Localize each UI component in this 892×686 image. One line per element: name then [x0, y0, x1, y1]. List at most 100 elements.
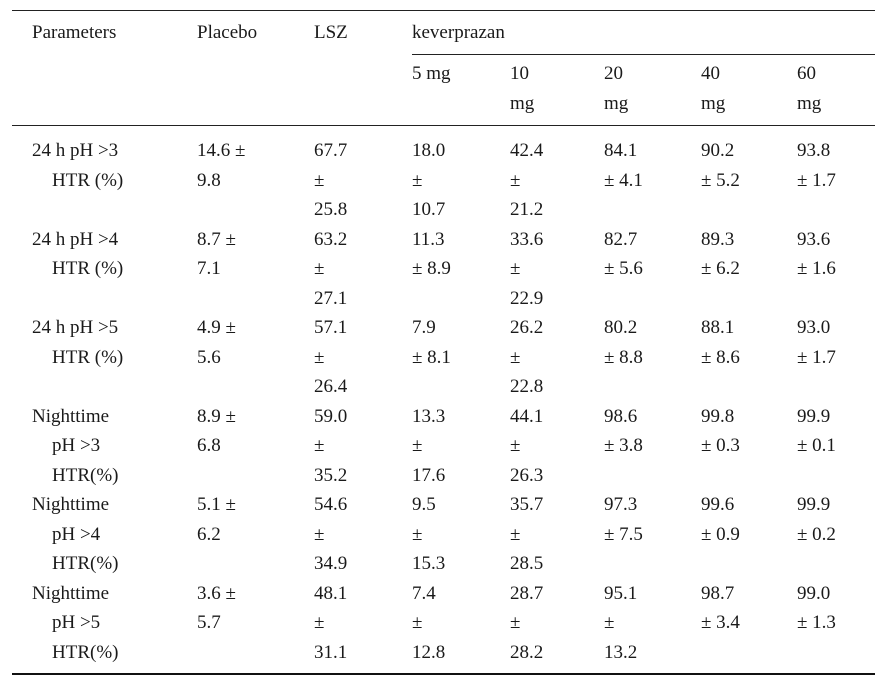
cell-text: 4.9 ± — [197, 317, 236, 338]
cell-text: ± — [510, 523, 521, 545]
cell-text: 22.9 — [510, 287, 544, 309]
header-dose-text: 5 mg — [412, 63, 451, 84]
header-dose-text: 20 — [604, 63, 623, 84]
cell-text: 35.2 — [314, 464, 348, 486]
cell-text: 63.2 — [314, 228, 348, 250]
cell-text: ± — [314, 169, 325, 191]
cell-text: ± 0.2 — [797, 523, 836, 545]
cell-text: 44.1 — [510, 405, 544, 427]
cell-text: ± — [412, 169, 423, 191]
cell-text: 54.6 — [314, 494, 348, 515]
cell-text: ± — [412, 612, 423, 633]
cell-text: 99.8 — [701, 405, 735, 427]
table-cell: 89.3 ± 6.2 — [701, 225, 797, 314]
table-cell: 82.7 ± 5.6 — [604, 225, 701, 314]
table-cell: 99.0 ± 1.3 — [797, 578, 876, 675]
table-cell: 11.3 ± 8.9 — [412, 225, 510, 314]
cell-text: 12.8 — [412, 641, 446, 663]
table-row: Nighttime pH >5 HTR(%) 3.6 ± 5.7 48.1 ±31.1 7.4… — [12, 578, 876, 675]
row-label-text: Nighttime — [32, 582, 110, 604]
ph-htr-table: Parameters Placebo LSZ keverprazan 5 mg 1… — [12, 10, 876, 675]
cell-text: ± 5.6 — [604, 258, 643, 279]
results-table-container: Parameters Placebo LSZ keverprazan 5 mg 1… — [12, 10, 876, 675]
cell-text: ± 1.7 — [797, 169, 836, 191]
header-dose-text: mg — [604, 92, 629, 114]
cell-text: ± — [314, 346, 325, 368]
table-cell: 28.7 ±28.2 — [510, 578, 604, 675]
table-cell: 99.8 ± 0.3 — [701, 402, 797, 491]
cell-text: 99.0 — [797, 582, 831, 604]
table-cell: 3.6 ± 5.7 — [197, 578, 314, 675]
cell-text: 21.2 — [510, 199, 544, 220]
cell-text: 98.7 — [701, 582, 735, 604]
cell-text: ± — [604, 612, 615, 633]
table-cell: 54.6 ±34.9 — [314, 490, 412, 579]
cell-text: ± 0.1 — [797, 435, 836, 456]
table-cell: 63.2 ±27.1 — [314, 225, 412, 314]
cell-text: 17.6 — [412, 464, 446, 486]
row-label-text: pH >4 — [52, 523, 101, 545]
table-cell: 99.9 ± 0.2 — [797, 490, 875, 579]
cell-text: 6.8 — [197, 435, 221, 456]
header-dose-text: 40 — [701, 63, 720, 84]
cell-text: ± 6.2 — [701, 258, 740, 279]
table-row: Nighttime pH >3 HTR(%) 8.9 ± 6.8 59.0 ±35.2 13.… — [12, 402, 875, 491]
table-cell: 9.5 ±15.3 — [412, 490, 510, 579]
table-cell: 57.1 ±26.4 — [314, 313, 412, 402]
cell-text: ± 8.9 — [412, 258, 451, 279]
row-label: 24 h pH >3 HTR (%) — [12, 126, 197, 225]
header-parameters: Parameters — [12, 10, 197, 126]
table-cell: 93.0 ± 1.7 — [797, 313, 875, 402]
cell-text: 15.3 — [412, 553, 446, 574]
cell-text: ± 8.1 — [412, 346, 451, 368]
cell-text: 34.9 — [314, 553, 348, 574]
row-label: Nighttime pH >5 HTR(%) — [12, 578, 197, 675]
table-row: 24 h pH >5 HTR (%) 4.9 ± 5.6 57.1 ±26.4 7.9 ± 8… — [12, 313, 875, 402]
cell-text: 9.5 — [412, 494, 436, 515]
cell-text: 7.1 — [197, 258, 221, 279]
table-cell: 88.1 ± 8.6 — [701, 313, 797, 402]
table-cell: 4.9 ± 5.6 — [197, 313, 314, 402]
cell-text: 42.4 — [510, 140, 544, 161]
cell-text: ± 1.6 — [797, 258, 836, 279]
cell-text: ± 3.4 — [701, 612, 740, 633]
cell-text: ± — [510, 612, 521, 633]
table-cell: 84.1 ± 4.1 — [604, 126, 701, 225]
table-cell: 33.6 ±22.9 — [510, 225, 604, 314]
cell-text: 98.6 — [604, 405, 638, 427]
header-keverprazan: keverprazan — [412, 10, 876, 55]
table-row: 24 h pH >3 HTR (%) 14.6 ± 9.8 67.7 ±25.8 18.0 ±… — [12, 126, 875, 225]
table-cell: 8.9 ± 6.8 — [197, 402, 314, 491]
row-label: Nighttime pH >4 HTR(%) — [12, 490, 197, 579]
cell-text: 7.4 — [412, 582, 436, 604]
header-dose-text: 60 — [797, 63, 816, 84]
cell-text: ± — [314, 523, 325, 545]
cell-text: ± — [510, 435, 521, 456]
cell-text: ± 8.8 — [604, 346, 643, 368]
cell-text: 8.9 ± — [197, 405, 236, 427]
cell-text: 22.8 — [510, 376, 544, 397]
cell-text: 26.2 — [510, 317, 544, 338]
cell-text: 48.1 — [314, 582, 348, 604]
row-label-text: HTR(%) — [52, 641, 119, 663]
row-label-text: HTR (%) — [52, 169, 124, 191]
cell-text: 57.1 — [314, 317, 348, 338]
row-label-text: 24 h pH >4 — [32, 228, 119, 250]
cell-text: 99.9 — [797, 494, 831, 515]
cell-text: ± — [314, 612, 325, 633]
cell-text: 93.6 — [797, 228, 831, 250]
header-dose: 20 mg — [604, 54, 701, 126]
cell-text: 97.3 — [604, 494, 638, 515]
header-lsz: LSZ — [314, 10, 412, 126]
cell-text: ± 0.9 — [701, 523, 740, 545]
row-label-text: HTR(%) — [52, 464, 119, 486]
table-cell: 7.9 ± 8.1 — [412, 313, 510, 402]
cell-text: 93.8 — [797, 140, 831, 161]
cell-text: 7.9 — [412, 317, 436, 338]
cell-text: ± — [412, 435, 423, 456]
table-cell: 5.1 ± 6.2 — [197, 490, 314, 579]
table-cell: 48.1 ±31.1 — [314, 578, 412, 675]
cell-text: 31.1 — [314, 641, 348, 663]
row-label: Nighttime pH >3 HTR(%) — [12, 402, 197, 491]
table-row: 24 h pH >4 HTR (%) 8.7 ± 7.1 63.2 ±27.1 11.3 ± … — [12, 225, 875, 314]
